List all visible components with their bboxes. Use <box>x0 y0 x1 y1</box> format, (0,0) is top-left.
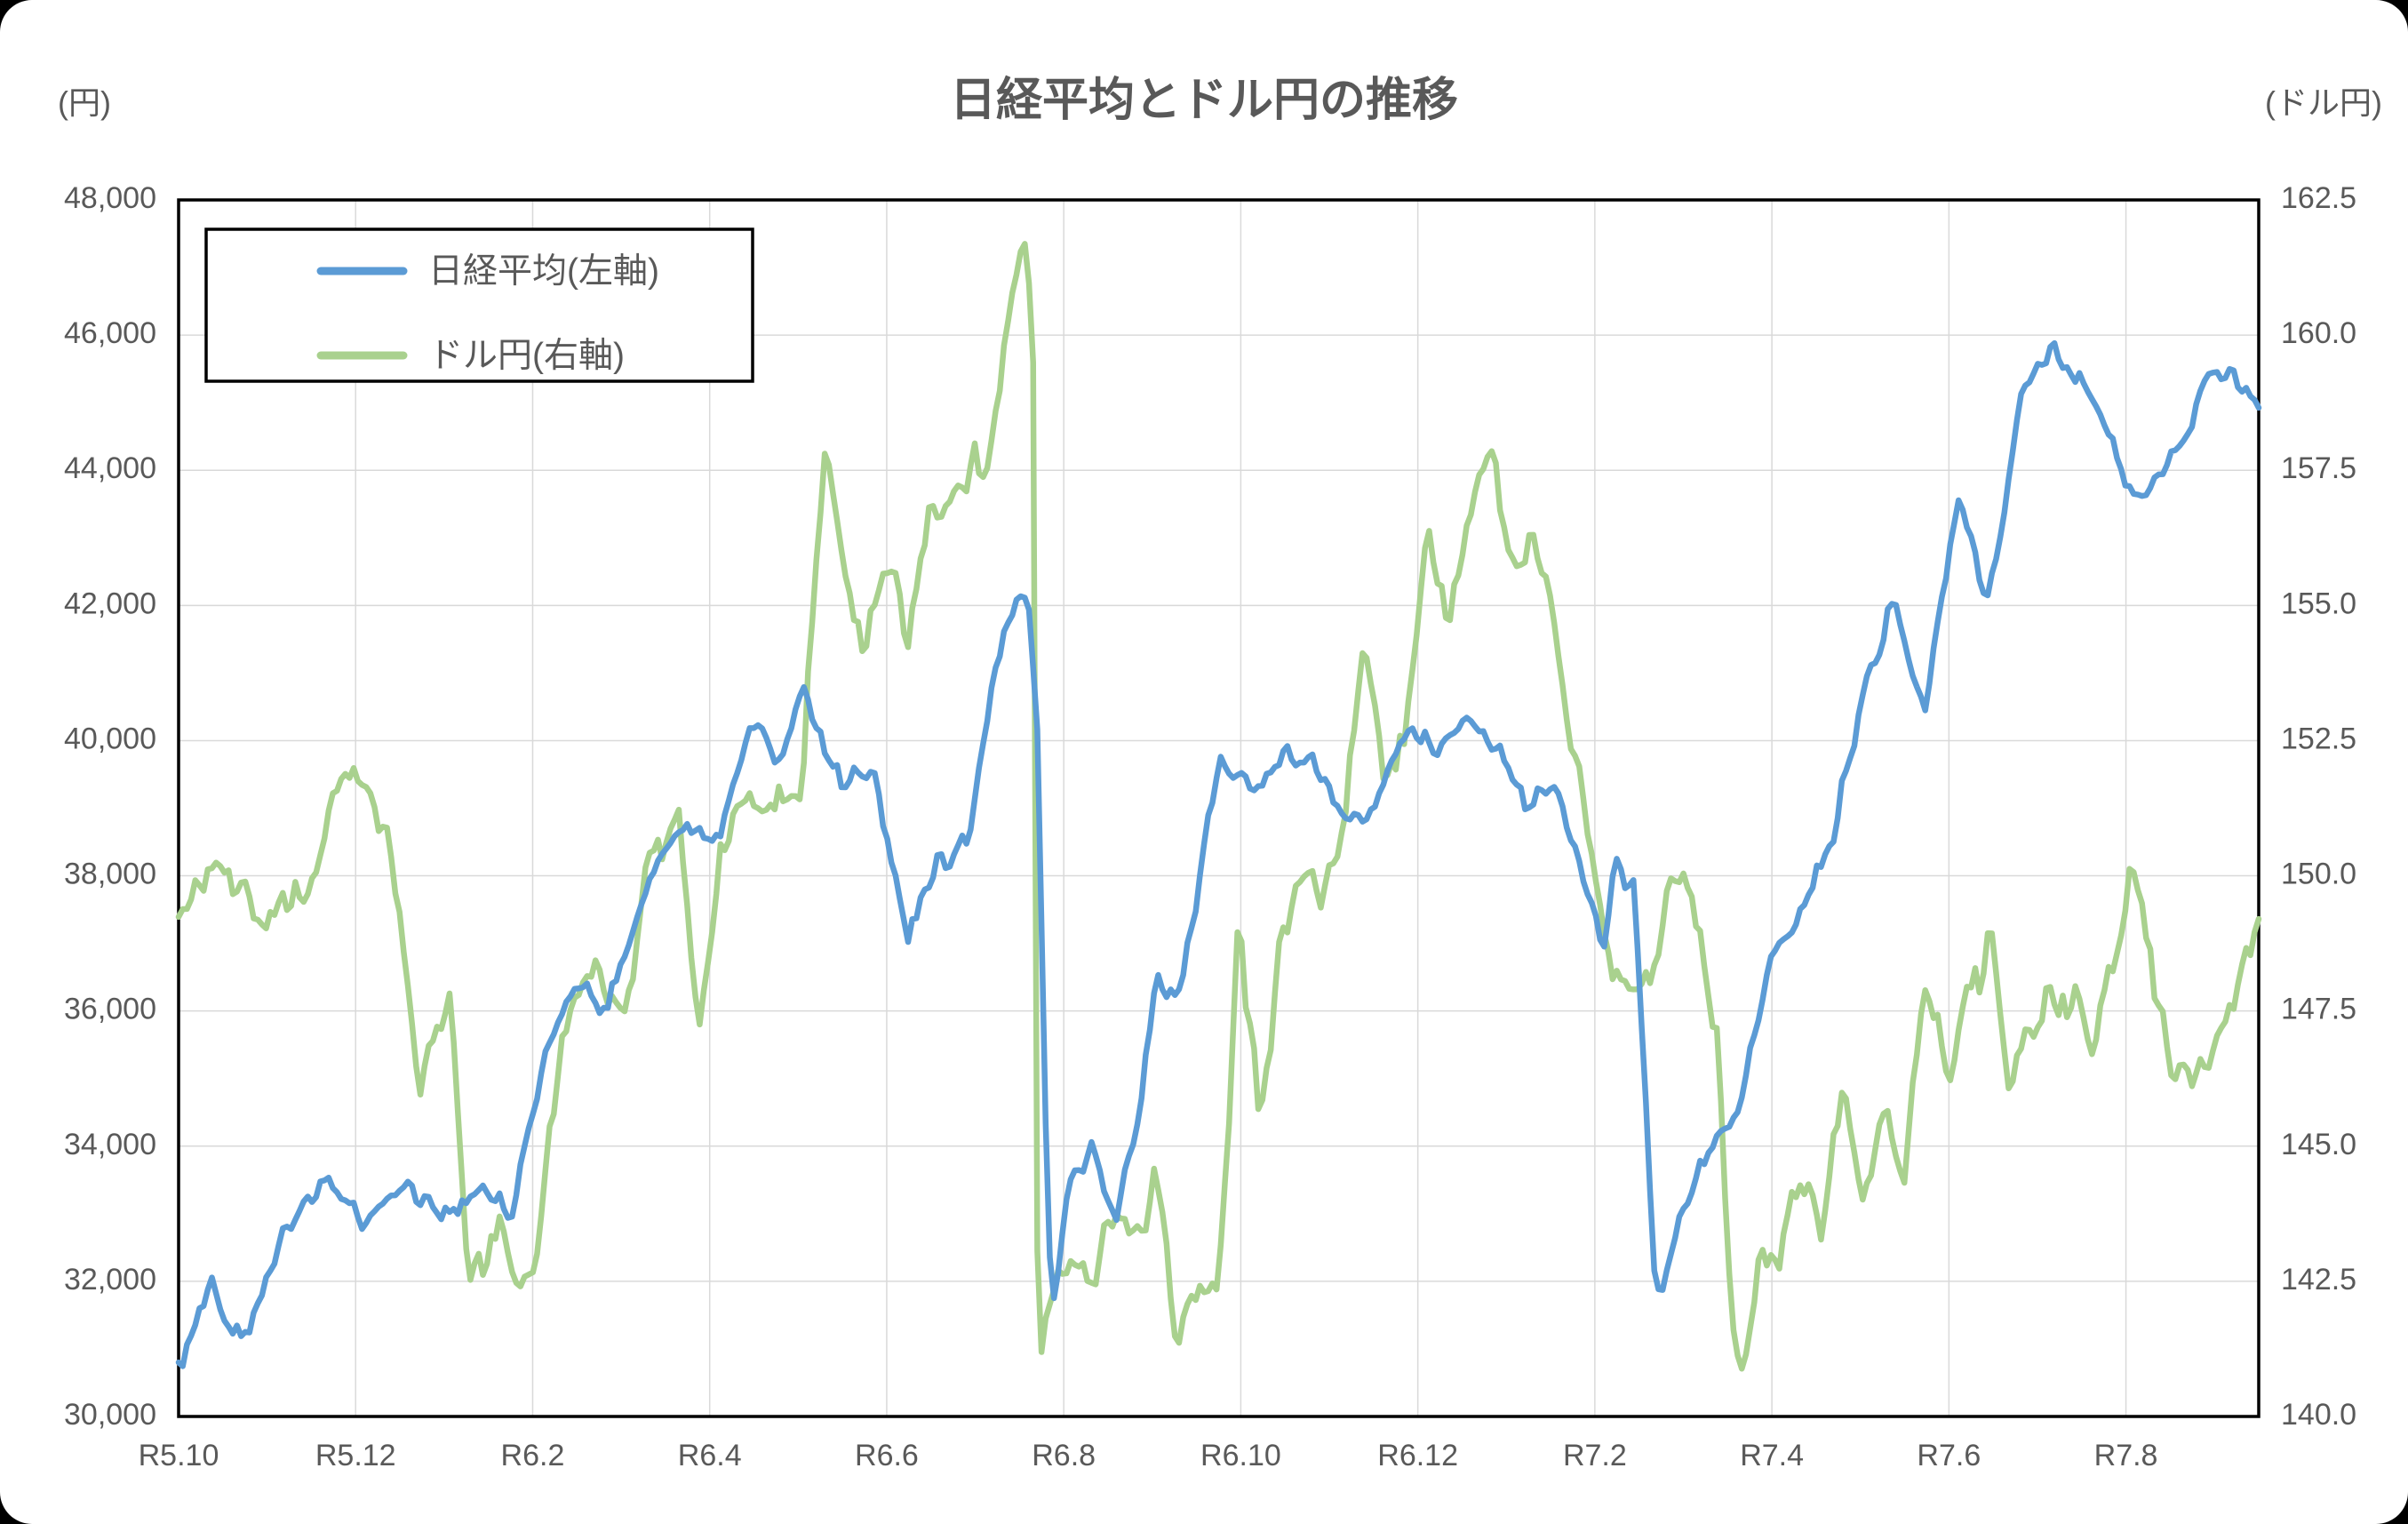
svg-text:R7.2: R7.2 <box>1563 1439 1627 1472</box>
svg-text:日経平均(左軸): 日経平均(左軸) <box>428 252 659 291</box>
svg-text:40,000: 40,000 <box>64 722 156 755</box>
svg-text:162.5: 162.5 <box>2281 181 2356 215</box>
svg-text:R6.8: R6.8 <box>1032 1439 1096 1472</box>
svg-text:140.0: 140.0 <box>2281 1398 2356 1432</box>
svg-text:157.5: 157.5 <box>2281 451 2356 485</box>
svg-text:(ドル円): (ドル円) <box>2265 84 2382 121</box>
svg-text:30,000: 30,000 <box>64 1398 156 1432</box>
svg-text:R7.6: R7.6 <box>1917 1439 1981 1472</box>
svg-text:48,000: 48,000 <box>64 181 156 215</box>
svg-text:150.0: 150.0 <box>2281 858 2356 891</box>
svg-text:R6.6: R6.6 <box>855 1439 919 1472</box>
svg-text:44,000: 44,000 <box>64 451 156 485</box>
svg-text:(円): (円) <box>58 84 111 121</box>
svg-text:R5.10: R5.10 <box>139 1439 219 1472</box>
svg-text:R6.12: R6.12 <box>1377 1439 1458 1472</box>
svg-text:日経平均とドル円の推移: 日経平均とドル円の推移 <box>950 75 1458 126</box>
svg-text:R5.12: R5.12 <box>315 1439 396 1472</box>
svg-text:160.0: 160.0 <box>2281 316 2356 350</box>
svg-text:145.0: 145.0 <box>2281 1128 2356 1161</box>
svg-text:38,000: 38,000 <box>64 858 156 891</box>
svg-text:152.5: 152.5 <box>2281 722 2356 755</box>
svg-text:32,000: 32,000 <box>64 1263 156 1297</box>
svg-text:42,000: 42,000 <box>64 586 156 620</box>
svg-text:34,000: 34,000 <box>64 1128 156 1161</box>
svg-text:46,000: 46,000 <box>64 316 156 350</box>
svg-text:R7.4: R7.4 <box>1740 1439 1804 1472</box>
svg-text:155.0: 155.0 <box>2281 586 2356 620</box>
svg-text:R6.4: R6.4 <box>678 1439 742 1472</box>
svg-text:R6.2: R6.2 <box>501 1439 565 1472</box>
svg-text:R6.10: R6.10 <box>1200 1439 1281 1472</box>
svg-text:R7.8: R7.8 <box>2094 1439 2158 1472</box>
svg-text:147.5: 147.5 <box>2281 993 2356 1026</box>
svg-text:142.5: 142.5 <box>2281 1263 2356 1297</box>
svg-text:ドル円(右軸): ドル円(右軸) <box>428 337 625 375</box>
svg-text:36,000: 36,000 <box>64 993 156 1026</box>
